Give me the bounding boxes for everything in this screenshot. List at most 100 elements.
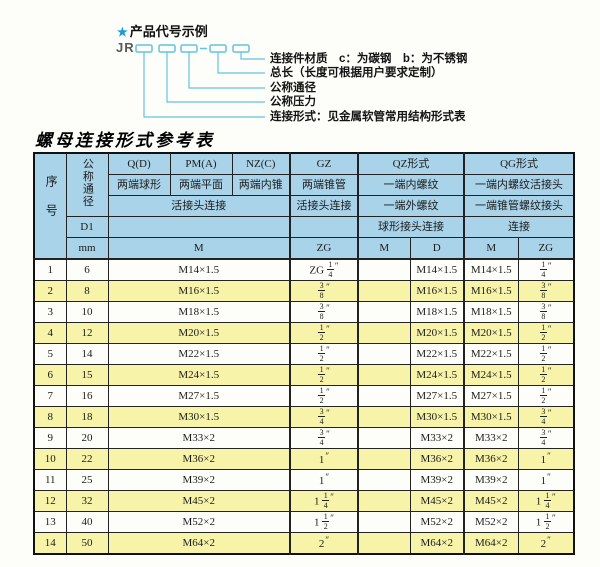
cell-qg-zg: 1 2 ″ — [517, 322, 575, 344]
cell-qz-m — [357, 427, 411, 449]
cell-gz-size: 1 2 ″ — [289, 364, 359, 386]
cell-qg-m: M45×2 — [463, 490, 519, 512]
table-row: 8 18 M30×1.5 3 4 ″ M30×1.5 M30×1.5 3 4 ″ — [33, 406, 575, 428]
cell-seq: 14 — [33, 532, 67, 555]
cell-qg-m: M18×1.5 — [463, 301, 519, 323]
cell-gz-size: 2″ — [289, 532, 359, 555]
cell-mm: 14 — [65, 343, 109, 365]
cell-qz-m — [357, 406, 411, 428]
cell-mm: 10 — [65, 301, 109, 323]
cell-seq: 2 — [33, 280, 67, 302]
diagram-heading-text: 产品代号示例 — [129, 24, 208, 39]
cell-qz-d: M33×2 — [409, 427, 465, 449]
header-m-label: M — [107, 237, 291, 260]
cell-qz-d: M24×1.5 — [409, 364, 465, 386]
nut-connection-table: 序号 公称通径 Q(D) PM(A) NZ(C) GZ QZ形式 QG形式 两端… — [33, 152, 576, 555]
cell-gz-size: 1 1 2 ″ — [289, 511, 359, 533]
header-nz-desc: 两端内锥 — [231, 174, 291, 196]
cell-qg-zg: 3 8 ″ — [517, 280, 575, 302]
cell-qz-d: M22×1.5 — [409, 343, 465, 365]
header-qz-desc1: 一端内螺纹 — [356, 174, 465, 196]
cell-gz-size: 3 4 ″ — [289, 406, 359, 428]
table-row: 7 16 M27×1.5 1 2 ″ M27×1.5 M27×1.5 1 2 ″ — [33, 385, 575, 407]
table-row: 14 50 M64×2 2″ M64×2 M64×2 2″ — [33, 532, 575, 555]
cell-m-thread: M18×1.5 — [107, 301, 291, 323]
diagram-heading: ★ 产品代号示例 — [117, 21, 208, 40]
table-title: 螺母连接形式参考表 — [35, 131, 215, 150]
table-row: 9 20 M33×2 3 4 ″ M33×2 M33×2 3 4 ″ — [33, 427, 575, 449]
header-d1: D1 — [65, 216, 109, 238]
header-col-q: Q(D) — [107, 152, 171, 175]
cell-mm: 12 — [65, 322, 109, 344]
header-col-qz: QZ形式 — [356, 152, 465, 175]
cell-mm: 22 — [65, 448, 109, 470]
cell-mm: 8 — [65, 280, 109, 302]
cell-qz-m — [357, 301, 411, 323]
header-qg-zg: ZG — [517, 237, 575, 260]
header-union-connection: 活接头连接 — [107, 195, 291, 217]
cell-m-thread: M24×1.5 — [107, 364, 291, 386]
cell-qz-d: M14×1.5 — [409, 258, 465, 281]
header-gz-desc: 两端锥管 — [289, 174, 359, 196]
header-empty-gz — [289, 216, 359, 238]
cell-qz-d: M18×1.5 — [409, 301, 465, 323]
header-qz-desc2: 一端外螺纹 — [356, 195, 465, 217]
cell-qg-m: M36×2 — [463, 448, 519, 470]
cell-seq: 4 — [33, 322, 67, 344]
code-prefix: JR — [116, 40, 135, 55]
cell-m-thread: M45×2 — [107, 490, 291, 512]
cell-seq: 7 — [33, 385, 67, 407]
header-qz-connection: 球形接头连接 — [356, 216, 465, 238]
cell-gz-size: 3 4 ″ — [289, 427, 359, 449]
cell-qg-zg: 1″ — [517, 469, 575, 491]
table-row: 3 10 M18×1.5 3 8 ″ M18×1.5 M18×1.5 3 8 ″ — [33, 301, 575, 323]
cell-qz-m — [357, 364, 411, 386]
cell-qz-d: M27×1.5 — [409, 385, 465, 407]
cell-qz-d: M30×1.5 — [409, 406, 465, 428]
cell-mm: 16 — [65, 385, 109, 407]
cell-m-thread: M52×2 — [107, 511, 291, 533]
cell-qg-m: M14×1.5 — [463, 258, 519, 281]
cell-qg-zg: 1 1 2 ″ — [517, 511, 575, 533]
label-diameter: 公称通径 — [270, 81, 316, 94]
label-connection: 连接形式：见金属软管常用结构形式表 — [270, 110, 466, 123]
cell-m-thread: M64×2 — [107, 532, 291, 555]
cell-qg-m: M20×1.5 — [463, 322, 519, 344]
cell-mm: 32 — [65, 490, 109, 512]
cell-gz-size: 1″ — [289, 448, 359, 470]
cell-m-thread: M20×1.5 — [107, 322, 291, 344]
cell-mm: 18 — [65, 406, 109, 428]
cell-qz-d: M64×2 — [409, 532, 465, 555]
cell-seq: 1 — [33, 258, 67, 281]
cell-m-thread: M36×2 — [107, 448, 291, 470]
cell-qg-m: M27×1.5 — [463, 385, 519, 407]
cell-seq: 13 — [33, 511, 67, 533]
cell-qz-m — [357, 280, 411, 302]
cell-qg-zg: 1 2 ″ — [517, 385, 575, 407]
diagram-labels: 连接件材质 c：为碳钢 b：为不锈钢 总长（长度可根据用户要求定制） 公称通径 … — [270, 52, 467, 124]
header-empty-m — [107, 216, 291, 238]
code-boxes-and-connector-lines — [135, 44, 265, 118]
cell-qz-d: M20×1.5 — [409, 322, 465, 344]
table-header: 序号 公称通径 Q(D) PM(A) NZ(C) GZ QZ形式 QG形式 两端… — [33, 152, 575, 260]
cell-qz-d: M36×2 — [409, 448, 465, 470]
cell-seq: 11 — [33, 469, 67, 491]
table-row: 10 22 M36×2 1″ M36×2 M36×2 1″ — [33, 448, 575, 470]
cell-qg-m: M39×2 — [463, 469, 519, 491]
cell-qz-d: M39×2 — [409, 469, 465, 491]
table-row: 6 15 M24×1.5 1 2 ″ M24×1.5 M24×1.5 1 2 ″ — [33, 364, 575, 386]
header-col-pm: PM(A) — [169, 152, 233, 175]
cell-qz-m — [357, 448, 411, 470]
table-row: 2 8 M16×1.5 3 8 ″ M16×1.5 M16×1.5 3 8 ″ — [33, 280, 575, 302]
table-body: 1 6 M14×1.5 ZG 1 4 ″ M14×1.5 M14×1.5 1 4 ″ 2 8 M16×1.… — [33, 258, 575, 555]
cell-gz-size: 3 8 ″ — [289, 280, 359, 302]
cell-qz-d: M52×2 — [409, 511, 465, 533]
cell-qg-zg: 1 1 4 ″ — [517, 490, 575, 512]
cell-m-thread: M33×2 — [107, 427, 291, 449]
table-row: 4 12 M20×1.5 1 2 ″ M20×1.5 M20×1.5 1 2 ″ — [33, 322, 575, 344]
cell-qg-zg: 3 4 ″ — [517, 427, 575, 449]
label-material: 连接件材质 c：为碳钢 b：为不锈钢 — [270, 53, 468, 65]
cell-qg-zg: 1 2 ″ — [517, 364, 575, 386]
cell-qz-d: M45×2 — [409, 490, 465, 512]
header-col-nz: NZ(C) — [231, 152, 291, 175]
